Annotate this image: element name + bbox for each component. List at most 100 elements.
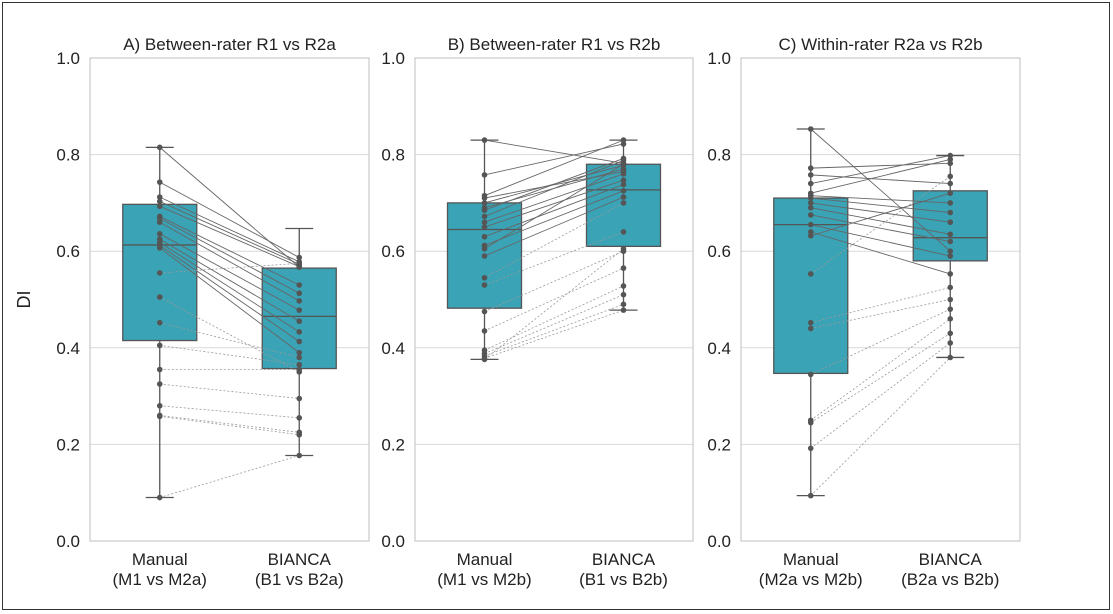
data-point-0-1-a	[156, 179, 163, 185]
pair-line-1-12	[484, 163, 624, 250]
data-point-1-19-b	[620, 291, 627, 298]
data-point-0-15-b	[296, 354, 303, 361]
y-tick-label-0-2: 0.4	[56, 339, 80, 358]
y-axis-label: DI	[14, 291, 34, 309]
y-tick-label-0-5: 1.0	[56, 49, 80, 68]
data-point-0-19-a	[156, 402, 163, 409]
data-point-2-1-b	[947, 160, 954, 167]
pair-line-1-15	[484, 231, 624, 286]
data-point-1-4-a	[481, 200, 488, 206]
x-tick-sublabel-1-1: (B1 vs B2b)	[579, 570, 668, 589]
y-tick-label-1-4: 0.8	[381, 146, 405, 165]
pair-line-1-8	[484, 173, 624, 223]
x-tick-label-2-1: BIANCA	[919, 550, 983, 569]
data-point-0-0-a	[156, 144, 163, 151]
data-point-2-0-b	[947, 248, 954, 254]
data-point-2-14-a	[807, 319, 814, 326]
data-point-1-12-b	[620, 161, 627, 168]
data-point-2-10-b	[947, 253, 954, 259]
data-point-2-2-b	[947, 180, 954, 187]
y-tick-label-2-5: 1.0	[707, 49, 731, 68]
data-point-1-1-a	[481, 172, 488, 178]
data-point-1-6-a	[481, 207, 488, 213]
pair-line-2-9	[810, 214, 951, 242]
pair-line-1-19	[484, 294, 624, 354]
data-point-0-21-a	[156, 413, 163, 420]
data-point-2-13-a	[807, 271, 814, 277]
data-point-2-15-b	[947, 296, 954, 303]
data-point-1-15-b	[620, 229, 627, 235]
data-point-1-22-b	[620, 245, 627, 252]
pair-line-0-12	[159, 247, 300, 353]
pair-line-2-20	[810, 357, 951, 496]
data-point-0-18-b	[296, 395, 303, 402]
pair-line-1-16	[484, 250, 624, 312]
x-tick-sublabel-2-1: (B2a vs B2b)	[901, 570, 999, 589]
data-point-1-1-b	[620, 141, 627, 147]
pair-line-1-13	[484, 196, 624, 257]
data-point-0-16-a	[156, 342, 163, 349]
data-point-0-11-b	[296, 338, 303, 345]
y-tick-label-0-4: 0.8	[56, 146, 80, 165]
pair-line-0-4	[159, 205, 300, 268]
data-point-0-12-b	[296, 349, 303, 356]
data-point-0-13-a	[156, 270, 163, 276]
pair-line-2-0	[810, 128, 951, 252]
data-point-0-16-b	[296, 361, 303, 368]
pair-line-1-2	[484, 139, 624, 197]
x-tick-label-0-0: Manual	[132, 550, 188, 569]
pair-line-0-3	[159, 201, 300, 265]
data-point-1-13-b	[620, 194, 627, 200]
box-plot-figure: DI 0.0 0.2 0.4 0.6 0.8 1.0 A) Between-rater R1 …	[14, 35, 1021, 589]
y-tick-label-2-2: 0.4	[707, 339, 731, 358]
data-point-2-13-b	[947, 173, 954, 180]
data-point-0-17-b	[296, 366, 303, 373]
x-tick-label-1-0: Manual	[457, 550, 513, 569]
data-point-2-20-a	[807, 492, 814, 499]
pair-line-1-0	[484, 139, 624, 164]
pair-line-2-12	[810, 192, 951, 237]
data-point-0-1-b	[296, 254, 303, 261]
data-point-1-3-a	[481, 195, 488, 201]
x-tick-sublabel-0-0: (M1 vs M2a)	[113, 570, 207, 589]
data-point-2-10-a	[807, 221, 814, 228]
pair-line-0-6	[159, 217, 300, 294]
pair-line-0-7	[159, 221, 300, 302]
data-point-2-14-b	[947, 284, 954, 291]
data-point-1-9-a	[481, 224, 488, 230]
data-point-0-7-b	[296, 298, 303, 304]
y-tick-label-1-2: 0.4	[381, 339, 405, 358]
data-point-2-12-a	[807, 232, 814, 239]
data-point-0-12-a	[156, 245, 163, 251]
y-tick-label-0-0: 0.0	[56, 532, 80, 551]
data-point-2-3-a	[807, 180, 814, 187]
data-point-1-21-b	[620, 307, 627, 313]
pair-line-1-21	[484, 309, 624, 359]
data-point-1-14-a	[481, 274, 488, 281]
data-point-0-9-b	[296, 318, 303, 325]
data-point-2-9-a	[807, 212, 814, 218]
pair-line-2-6	[810, 197, 951, 214]
data-point-2-16-b	[947, 306, 954, 312]
data-point-0-15-a	[156, 319, 163, 326]
data-point-0-19-b	[296, 415, 303, 421]
pair-line-2-19	[810, 342, 951, 449]
x-tick-sublabel-2-0: (M2a vs M2b)	[759, 570, 863, 589]
data-point-0-21-b	[296, 431, 303, 438]
data-point-2-0-a	[807, 126, 814, 132]
data-point-2-7-a	[807, 200, 814, 206]
data-point-2-3-b	[947, 152, 954, 159]
data-point-1-17-a	[481, 328, 488, 334]
panel-title-1: B) Between-rater R1 vs R2b	[448, 35, 661, 54]
data-point-1-16-a	[481, 308, 488, 315]
pair-line-0-8	[159, 233, 300, 311]
data-point-0-5-b	[296, 282, 303, 288]
data-point-2-19-b	[947, 340, 954, 346]
pair-line-1-11	[484, 190, 624, 246]
y-tick-label-2-1: 0.2	[707, 435, 731, 454]
data-point-1-14-b	[620, 200, 627, 206]
data-point-1-0-a	[481, 137, 488, 143]
data-point-0-17-a	[156, 366, 163, 373]
y-tick-label-0-1: 0.2	[56, 435, 80, 454]
